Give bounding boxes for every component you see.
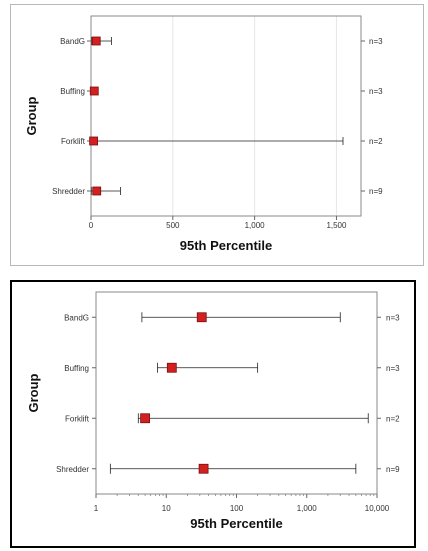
chart1-x-tick-label: 500 <box>166 221 180 230</box>
chart2-estimate-marker <box>196 312 207 323</box>
chart2-count-label: n=3 <box>386 364 400 373</box>
chart2-plot-frame <box>95 291 378 495</box>
chart1-count-label: n=3 <box>369 37 383 46</box>
chart2-x-tick-label: 10,000 <box>365 504 390 513</box>
chart2-category-label: Forklift <box>65 414 90 423</box>
chart1-x-axis-title: 95th Percentile <box>180 238 273 253</box>
chart1-estimate-marker <box>91 36 101 46</box>
chart2-x-tick-label: 100 <box>230 504 244 513</box>
chart1-count-label: n=9 <box>369 187 383 196</box>
chart2-count-label: n=9 <box>386 465 400 474</box>
chart2-y-axis-title: Group <box>26 373 41 412</box>
chart2-x-tick-label: 10 <box>162 504 171 513</box>
chart2-estimate-marker <box>140 413 151 424</box>
chart1-count-label: n=2 <box>369 137 383 146</box>
chart1-category-label: Buffing <box>60 87 85 96</box>
chart2-estimate-marker <box>198 463 209 474</box>
chart1-count-label: n=3 <box>369 87 383 96</box>
chart2-count-label: n=2 <box>386 414 400 423</box>
chart1-plot-frame <box>90 15 362 217</box>
chart1-category-label: BandG <box>60 37 85 46</box>
chart2-x-axis-title: 95th Percentile <box>190 516 283 531</box>
chart2-category-label: Shredder <box>56 465 89 474</box>
chart2-x-tick-label: 1 <box>94 504 99 513</box>
chart1-x-tick-label: 0 <box>89 221 94 230</box>
chart2-category-label: BandG <box>64 313 89 322</box>
top-chart-panel <box>10 4 424 266</box>
chart1-category-label: Shredder <box>52 187 85 196</box>
chart1-x-tick-label: 1,000 <box>245 221 266 230</box>
chart1-estimate-marker <box>92 186 102 196</box>
chart2-category-label: Buffing <box>64 364 89 373</box>
chart1-estimate-marker <box>89 136 99 146</box>
chart1-estimate-marker <box>89 86 99 96</box>
chart2-estimate-marker <box>166 362 177 373</box>
chart2-x-tick-label: 1,000 <box>297 504 318 513</box>
chart2-count-label: n=3 <box>386 313 400 322</box>
chart1-category-label: Forklift <box>61 137 86 146</box>
chart1-y-axis-title: Group <box>24 96 39 135</box>
bottom-chart-panel <box>10 280 416 548</box>
chart1-x-tick-label: 1,500 <box>326 221 347 230</box>
